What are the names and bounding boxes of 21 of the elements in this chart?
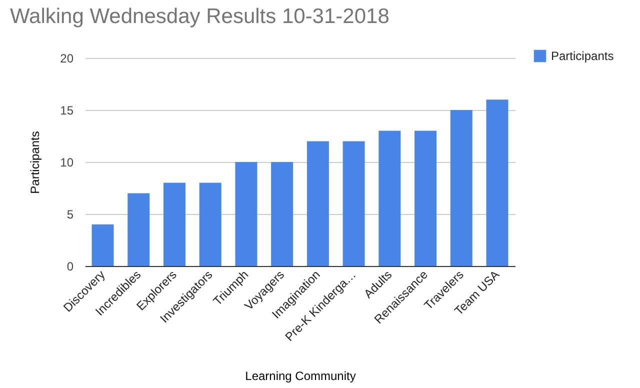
bar [450,110,472,266]
bar [199,182,222,266]
bar [378,130,401,266]
x-axis-title: Learning Community [245,369,356,384]
y-tick-label: 20 [60,52,74,66]
bar [235,162,258,266]
y-tick-label: 15 [60,104,74,118]
bar [271,162,294,266]
bar [128,193,150,266]
bar [92,224,114,266]
legend-label: Participants [551,49,614,63]
y-axis-title: Participants [28,131,42,194]
y-tick-label: 0 [66,260,74,274]
y-tick-label: 10 [60,156,74,170]
bar [163,182,186,266]
bar [414,130,437,266]
chart-title: Walking Wednesday Results 10-31-2018 [10,5,390,28]
bar [342,141,365,266]
bar [486,100,508,266]
bar [306,141,329,266]
y-tick-label: 5 [66,208,74,222]
